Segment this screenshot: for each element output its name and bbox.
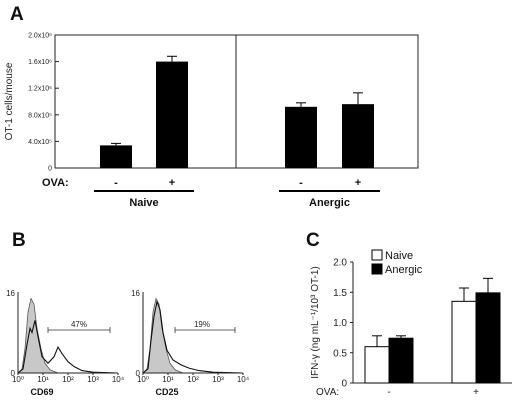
chart-a-ova-sign: - [299,177,303,189]
chart-a-bar [342,104,374,168]
histogram-marker-label: CD25 [155,387,178,397]
panel-a-label: A [10,4,24,25]
chart-a-ova-label: OVA: [42,177,69,189]
chart-c-category-label: - [387,387,390,398]
chart-c-category-label: + [473,387,479,398]
chart-a-bar [285,106,317,168]
histogram-y-tick-bottom: 0 [136,369,141,378]
panel-b-label: B [12,230,26,251]
histogram-isotype-fill [142,297,243,374]
chart-a-group-label: Anergic [309,197,350,209]
histogram-x-tick-label: 10⁰ [137,375,149,384]
histogram-y-tick-top: 16 [131,289,140,298]
chart-c-y-tick-label: 0 [341,379,347,390]
histogram-stained-line [142,299,244,374]
histogram-x-tick-label: 10² [62,375,74,384]
chart-a-y-tick-label: 4.0x10⁵ [28,139,52,146]
chart-c-bar [364,346,390,384]
chart-a-ova-sign: + [169,177,175,189]
chart-a-ova-sign: + [355,177,361,189]
chart-c-bar [475,292,501,384]
chart-a: OT-1 cells/mouse OVA: 0 4.0x10⁵ 8.0x10⁵ 1.2… [4,33,419,209]
chart-a-group-label: Naive [129,197,158,209]
chart-c-ova-label: OVA: [316,387,339,398]
chart-a-y-tick-label: 2.0x10⁶ [28,33,52,40]
histogram-x-tick-label: 10¹ [162,375,174,384]
chart-a-y-tick-label: 1.2x10⁶ [28,86,52,93]
chart-c-y-tick-label: 2.0 [333,258,347,269]
chart-c: IFN-γ (ng mL⁻¹/10³ OT-1) OVA: 0 0.5 1.0 1.5… [310,249,512,398]
chart-c-y-tick-label: 1.0 [333,318,347,329]
chart-c-bar [451,300,477,384]
chart-a-y-tick-label: 0 [48,166,52,173]
chart-a-y-axis-title: OT-1 cells/mouse [4,62,15,140]
histogram-x-tick-label: 10² [187,375,199,384]
histogram-x-tick-label: 10¹ [37,375,49,384]
histogram-x-tick-label: 10³ [87,375,99,384]
chart-c-y-tick-label: 1.5 [333,288,347,299]
histogram-y-tick-top: 16 [6,289,15,298]
chart-a-bar [100,145,132,168]
histogram-gate-percent: 19% [194,320,210,329]
chart-a-y-tick-label: 1.6x10⁶ [28,59,52,66]
chart-c-legend-swatch [371,249,383,261]
chart-c-legend-swatch [371,263,383,275]
chart-c-y-axis-title: IFN-γ (ng mL⁻¹/10³ OT-1) [310,266,321,379]
chart-c-bar [388,337,414,384]
chart-c-y-tick-label: 0.5 [333,348,347,359]
histogram-y-tick-bottom: 0 [11,369,16,378]
histogram-x-tick-label: 10³ [212,375,224,384]
chart-a-ova-sign: - [114,177,118,189]
chart-a-y-tick-label: 8.0x10⁵ [28,112,52,119]
histogram-stained-line [17,320,119,374]
chart-c-legend-label: Anergic [385,264,423,276]
histogram-x-tick-label: 10⁴ [237,375,250,384]
histogram-marker-label: CD69 [30,387,53,397]
histogram-gate-percent: 47% [71,320,87,329]
histogram-x-tick-label: 10⁴ [112,375,125,384]
panel-c-label: C [306,230,320,251]
chart-c-legend-label: Naive [385,250,413,262]
histogram-x-tick-label: 10⁰ [12,375,24,384]
chart-a-bar [156,61,188,168]
